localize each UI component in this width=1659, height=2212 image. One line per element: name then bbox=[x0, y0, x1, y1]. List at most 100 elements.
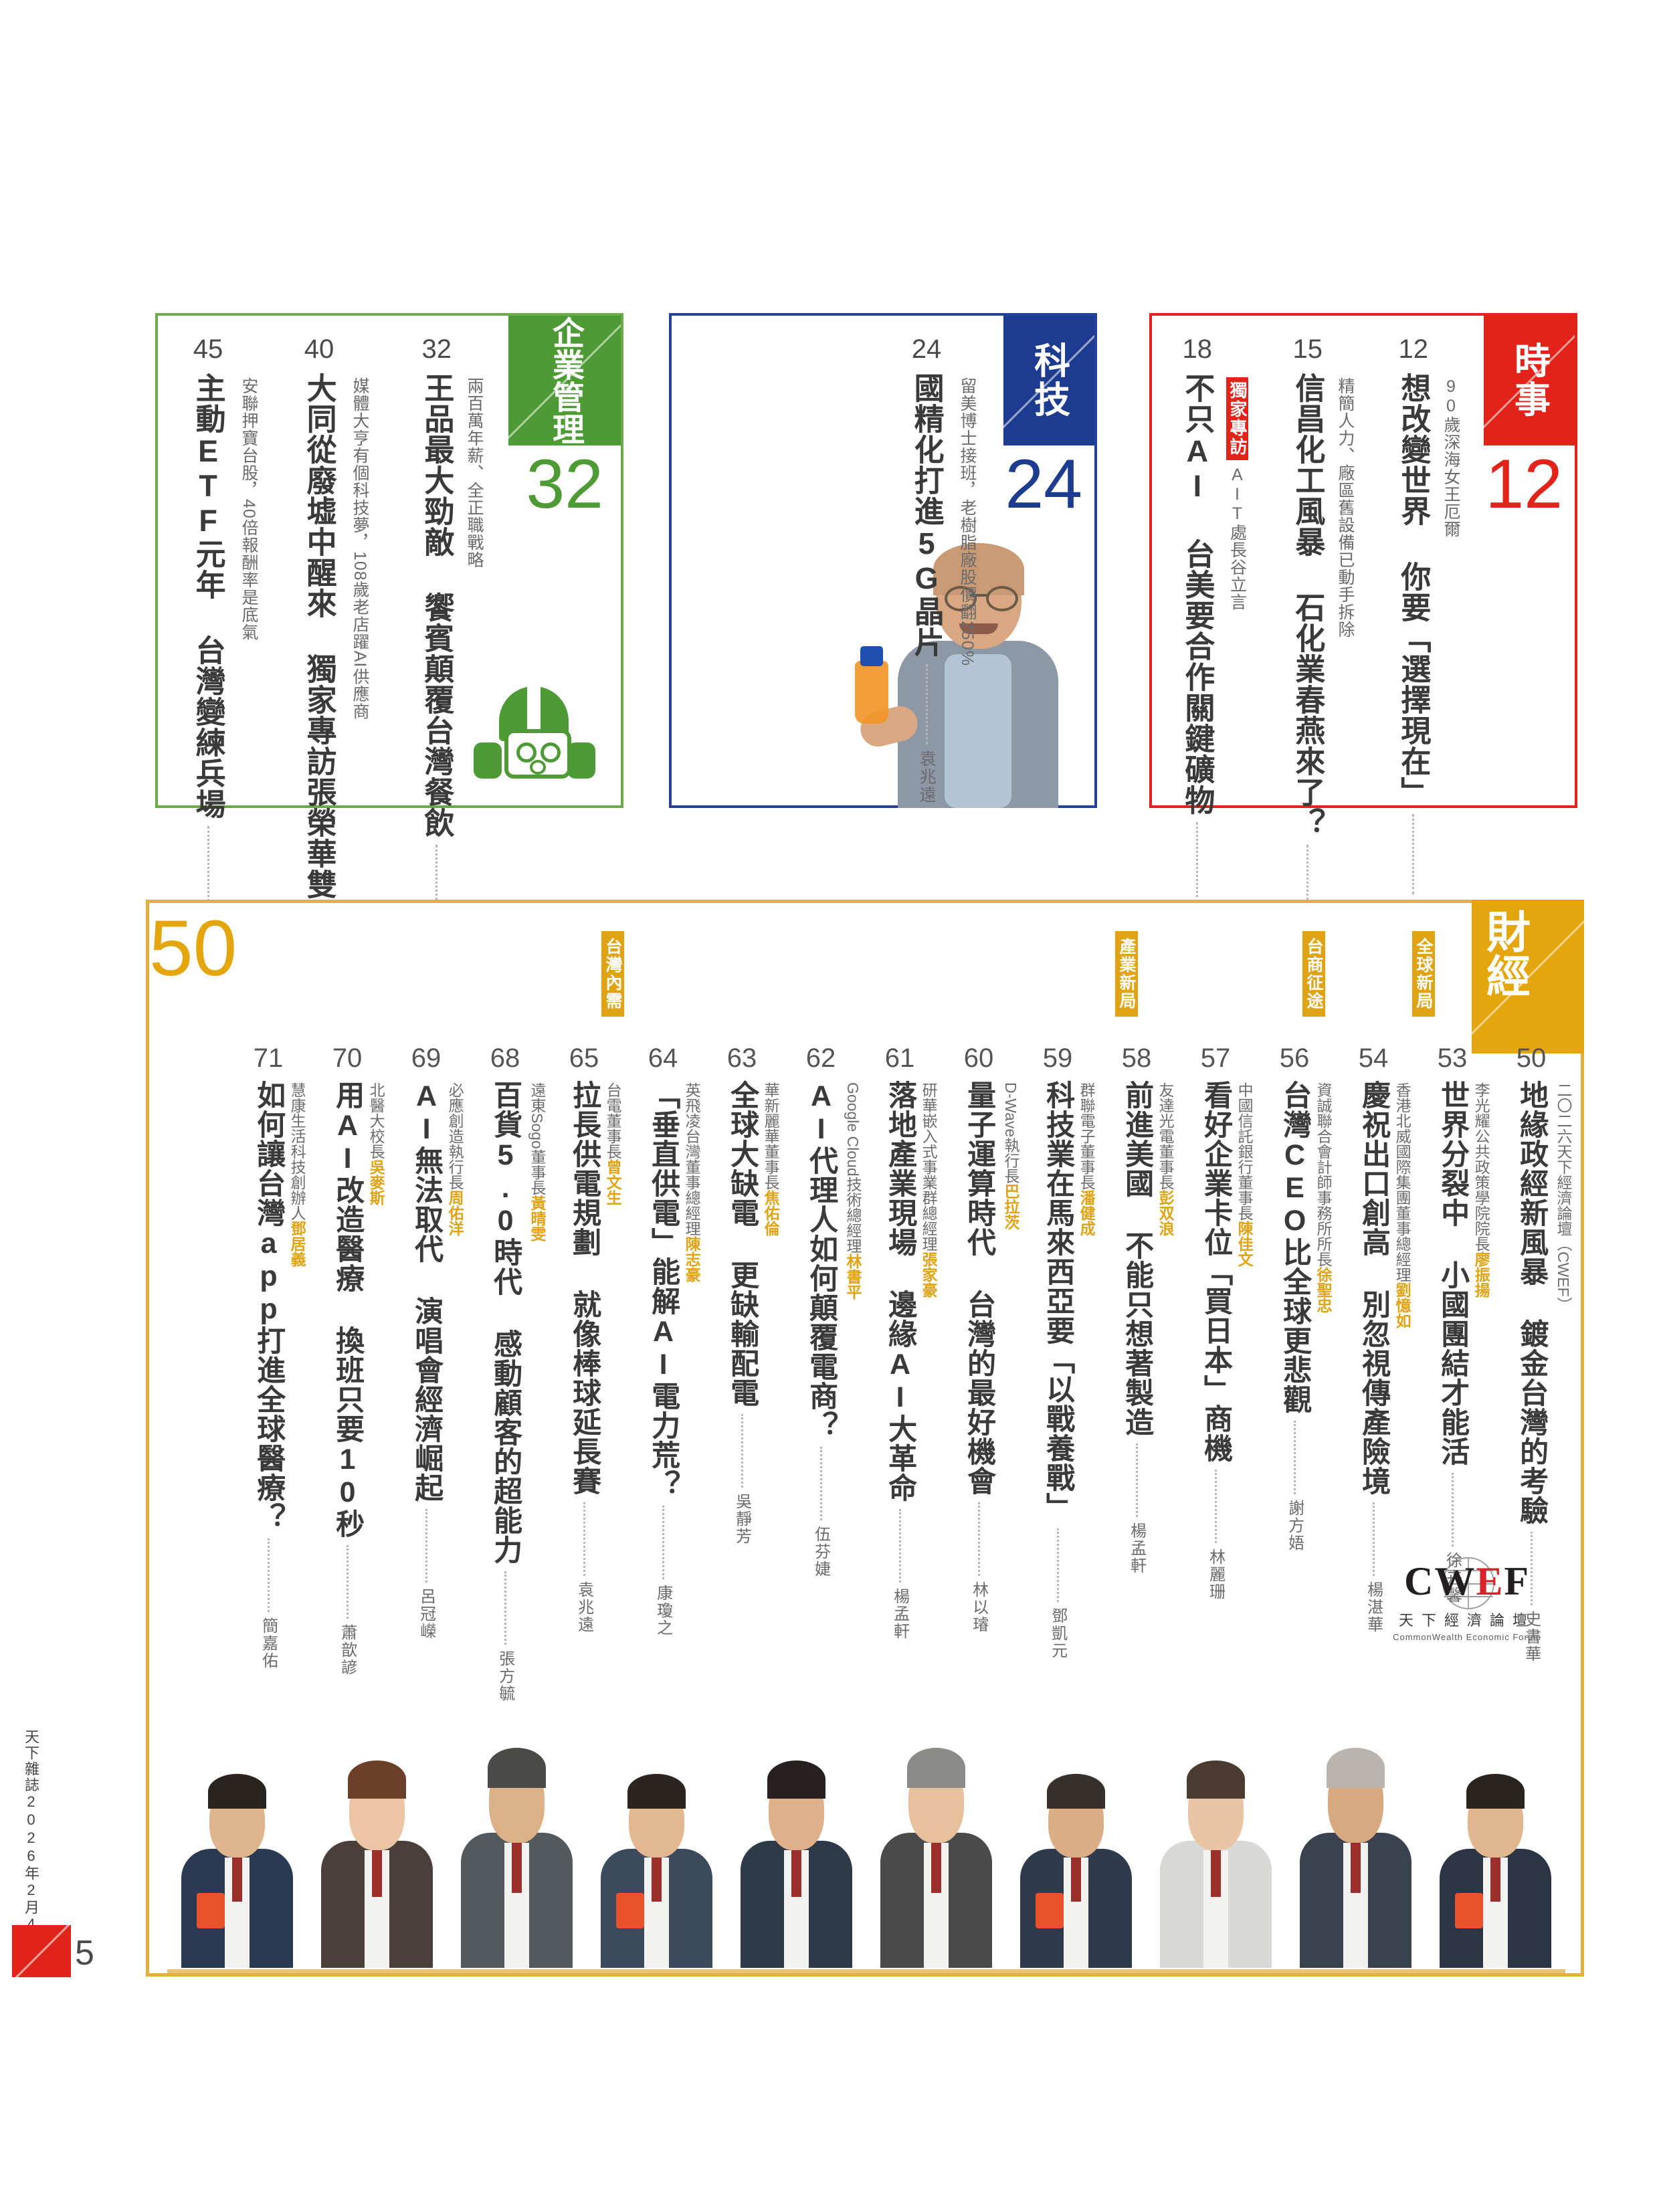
category-tag-global: 全球新局 bbox=[1411, 931, 1435, 1017]
globe-icon bbox=[1442, 1556, 1494, 1609]
article-page-number: 59 bbox=[1042, 1043, 1073, 1073]
speaker-name: 廖振揚 bbox=[1472, 1251, 1490, 1298]
article-entry[interactable]: 62 AI代理人如何顛覆電商？ 伍芬婕 Google Cloud技術總經理林書平 bbox=[800, 1043, 864, 1578]
speaker-portrait bbox=[1153, 1732, 1279, 1968]
leader-dots bbox=[583, 1502, 585, 1576]
leader-dots bbox=[207, 826, 209, 906]
article-entry[interactable]: 63 全球大缺電 更缺輸配電 吳靜芳 華新麗華董事長焦佑倫 bbox=[721, 1043, 780, 1545]
article-entry[interactable]: 69 AI無法取代 演唱會經濟崛起 呂冠嶸 必應創造執行長周佑洋 bbox=[405, 1043, 464, 1640]
article-headline: 想改變世界 你要「選擇現在」 bbox=[1396, 373, 1431, 807]
article-kicker: 安聯押寶台股，40倍報酬率是底氣 bbox=[239, 377, 258, 641]
article-headline: 信昌化工風暴 石化業春燕來了？ bbox=[1290, 373, 1325, 838]
article-author: 蕭歆諺 bbox=[338, 1624, 357, 1676]
article-page-number: 40 bbox=[304, 334, 334, 364]
article-kicker: 二〇二六天下經濟論壇（CWEF） bbox=[1555, 1082, 1572, 1312]
article-headline: 主動ETF元年 台灣變練兵場 bbox=[191, 373, 225, 819]
section-tab-label: 財經 bbox=[1480, 909, 1529, 997]
article-page-number: 71 bbox=[253, 1043, 284, 1073]
article-page-number: 69 bbox=[411, 1043, 442, 1073]
article-headline: 不只AI 台美要合作關鍵礦物 bbox=[1180, 373, 1215, 815]
article-headline: AI代理人如何顛覆電商？ bbox=[805, 1080, 838, 1440]
article-headline: 王品最大勁敵 饗賓顛覆台灣餐飲 bbox=[419, 373, 454, 838]
leader-dots bbox=[1214, 1470, 1217, 1543]
article-page-number: 57 bbox=[1200, 1043, 1231, 1073]
article-entry[interactable]: 58 前進美國 不能只想著製造 楊孟軒 友達光電董事長彭双浪 bbox=[1116, 1043, 1175, 1575]
article-author: 鄧凱元 bbox=[1048, 1607, 1067, 1660]
section-panel-current-affairs: 時事 12 12 想改變世界 你要「選擇現在」 田孟心 90歲深海女王厄爾 15… bbox=[1149, 313, 1577, 985]
leader-dots bbox=[435, 845, 438, 925]
speaker-name: 徐聖忠 bbox=[1314, 1267, 1333, 1313]
article-kicker: 香港北威國際集團董事總經理劉憶如 bbox=[1393, 1082, 1411, 1328]
article-entry[interactable]: 56 台灣CEO比全球更悲觀 謝方娪 資誠聯合會計師事務所所長徐聖忠 bbox=[1274, 1043, 1333, 1552]
leader-dots bbox=[1306, 845, 1309, 925]
section-tab-current-affairs: 時事 bbox=[1484, 316, 1575, 445]
article-kicker: 資誠聯合會計師事務所所長徐聖忠 bbox=[1314, 1082, 1333, 1313]
article-headline: 用AI改造醫療 換班只要10秒 bbox=[331, 1080, 364, 1538]
article-headline: 落地產業現場 邊緣AI大革命 bbox=[884, 1080, 916, 1502]
photo-baseline bbox=[167, 1969, 1565, 1973]
cwef-logo: CWEF 天下經濟論壇 CommonWealth Economic Forum bbox=[1373, 1556, 1561, 1642]
article-entry[interactable]: 59 科技業在馬來西亞要「以戰養戰」 鄧凱元 群聯電子董事長潘健成 bbox=[1037, 1043, 1096, 1660]
article-author: 林麗珊 bbox=[1206, 1548, 1225, 1601]
article-headline: 看好企業卡位「買日本」商機 bbox=[1199, 1080, 1232, 1463]
article-page-number: 68 bbox=[490, 1043, 520, 1073]
article-entry[interactable]: 45 主動ETF元年 台灣變練兵場 林麗珊 安聯押寶台股，40倍報酬率是底氣 bbox=[179, 334, 261, 966]
leader-dots bbox=[1530, 1532, 1533, 1605]
article-author: 楊孟軒 bbox=[890, 1588, 909, 1640]
article-author: 史書華 bbox=[1522, 1611, 1541, 1663]
speaker-name: 林書平 bbox=[844, 1253, 862, 1300]
leader-dots bbox=[898, 1509, 901, 1583]
article-entry[interactable]: 50 地緣政經新風暴 鍍金台灣的考驗 史書華 二〇二六天下經濟論壇（CWEF） bbox=[1510, 1043, 1575, 1663]
article-author: 徐卉馨 bbox=[1443, 1552, 1462, 1604]
article-entry[interactable]: 70 用AI改造醫療 換班只要10秒 蕭歆諺 北醫大校長吳麥斯 bbox=[326, 1043, 385, 1676]
mascot-helmet-icon bbox=[467, 681, 601, 801]
exclusive-badge: 獨家專訪 bbox=[1226, 377, 1248, 460]
article-headline: AI無法取代 演唱會經濟崛起 bbox=[410, 1080, 443, 1502]
article-entry[interactable]: 24 國精化打進5G晶片 袁兆遠 留美博士接班，老樹脂廠股價翻250% bbox=[898, 334, 979, 804]
article-entry[interactable]: 18 不只AI 台美要合作關鍵礦物 史書華 獨家專訪 AIT處長谷立言 bbox=[1169, 334, 1248, 962]
section-tab-technology: 科技 bbox=[1003, 316, 1094, 445]
article-author: 張方毓 bbox=[496, 1650, 514, 1702]
article-entry[interactable]: 64 「垂直供電」能解AI電力荒？ 康瓊之 英飛凌台灣董事總經理陳志豪 bbox=[642, 1043, 701, 1637]
speaker-portrait bbox=[1432, 1747, 1559, 1968]
section-big-number: 12 bbox=[1485, 445, 1563, 523]
article-entry[interactable]: 68 百貨5.0時代 感動顧客的超能力 張方毓 遠東Sogo董事長黃晴雯 bbox=[484, 1043, 549, 1702]
article-headline: 百貨5.0時代 感動顧客的超能力 bbox=[489, 1080, 522, 1565]
section-big-number: 50 bbox=[149, 904, 237, 993]
page-number: 5 bbox=[75, 1934, 94, 1973]
section-big-number: 32 bbox=[526, 445, 603, 523]
leader-dots bbox=[662, 1506, 664, 1579]
article-kicker: 研華嵌入式事業群總經理張家豪 bbox=[920, 1082, 938, 1298]
section-tab-finance: 財經 bbox=[1448, 897, 1608, 1058]
article-entry[interactable]: 60 量子運算時代 台灣的最好機會 林以璿 D-Wave執行長巴拉茨 bbox=[958, 1043, 1022, 1633]
article-entry[interactable]: 61 落地產業現場 邊緣AI大革命楊孟軒 研華嵌入式事業群總經理張家豪 bbox=[879, 1043, 938, 1640]
speaker-name: 焦佑倫 bbox=[762, 1190, 780, 1236]
article-headline: 國精化打進5G晶片 bbox=[909, 373, 944, 658]
speaker-name: 彭双浪 bbox=[1157, 1190, 1175, 1236]
article-entry[interactable]: 57 看好企業卡位「買日本」商機 林麗珊 中國信託銀行董事長陳佳文 bbox=[1195, 1043, 1254, 1601]
speaker-name: 周佑洋 bbox=[446, 1190, 464, 1236]
article-page-number: 45 bbox=[193, 334, 223, 364]
article-entry[interactable]: 15 信昌化工風暴 石化業春燕來了？ 劉光瑩 精簡人力、廠區舊設備已動手拆除 bbox=[1279, 334, 1355, 985]
article-author: 康瓊之 bbox=[654, 1585, 672, 1637]
tab-slash-decor bbox=[1484, 316, 1575, 445]
article-entry[interactable]: 71 如何讓台灣app打進全球醫療？ 簡嘉佑 慧康生活科技創辦人鄧居義 bbox=[248, 1043, 306, 1670]
article-page-number: 65 bbox=[569, 1043, 599, 1073]
article-kicker: 留美博士接班，老樹脂廠股價翻250% bbox=[958, 377, 977, 666]
article-page-number: 64 bbox=[648, 1043, 678, 1073]
speaker-portrait bbox=[1013, 1747, 1139, 1968]
article-kicker: 台電董事長曾文生 bbox=[604, 1082, 622, 1205]
article-kicker: 精簡人力、廠區舊設備已動手拆除 bbox=[1336, 377, 1355, 638]
article-headline: 台灣CEO比全球更悲觀 bbox=[1278, 1080, 1311, 1414]
article-entry[interactable]: 53 世界分裂中 小國團結才能活 徐卉馨 李光耀公共政策學院院長廖振揚 bbox=[1432, 1043, 1490, 1604]
article-entry[interactable]: 65 拉長供電規劃 就像棒球延長賽 袁兆遠 台電董事長曾文生 bbox=[563, 1043, 622, 1633]
article-entry[interactable]: 54 慶祝出口創高 別忽視傳產險境 楊湛華 香港北威國際集團董事總經理劉憶如 bbox=[1353, 1043, 1411, 1633]
article-entry[interactable]: 32 王品最大勁敵 饗賓顛覆台灣餐飲 王一芝 兩百萬年薪、全正職戰略 bbox=[408, 334, 484, 985]
article-entry[interactable]: 12 想改變世界 你要「選擇現在」 田孟心 90歲深海女王厄爾 bbox=[1385, 334, 1460, 954]
speaker-portrait bbox=[1292, 1718, 1419, 1968]
section-tab-management: 企業管理 bbox=[508, 316, 621, 445]
article-page-number: 61 bbox=[884, 1043, 915, 1073]
article-author: 伍芬婕 bbox=[811, 1526, 830, 1578]
speaker-name: 吳麥斯 bbox=[367, 1159, 385, 1205]
article-author: 袁兆遠 bbox=[917, 750, 937, 804]
